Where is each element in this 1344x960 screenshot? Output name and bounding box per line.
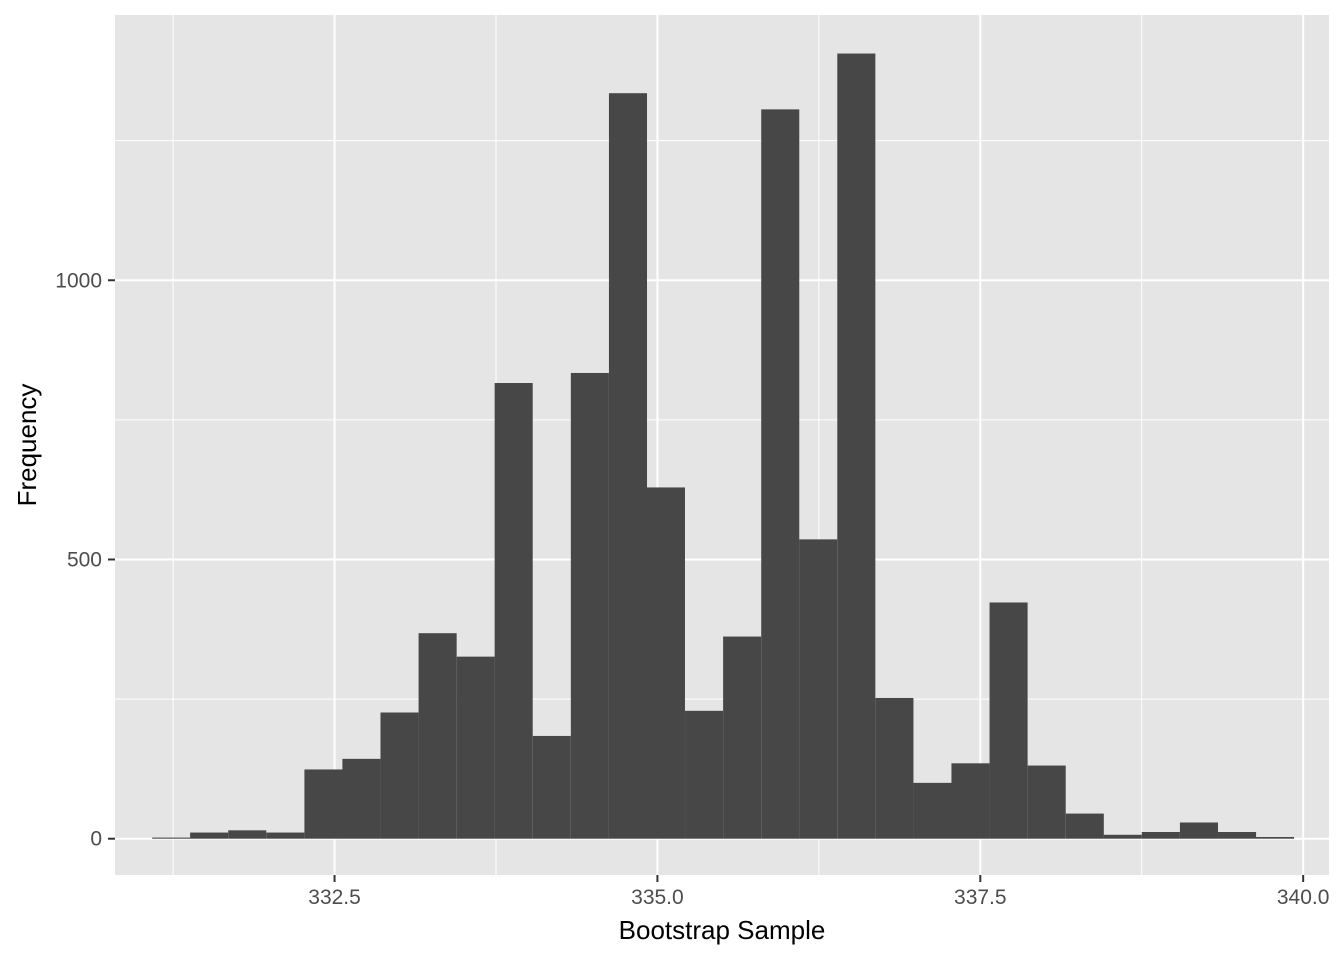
histogram-bar — [837, 53, 876, 839]
histogram-bar — [761, 109, 800, 839]
histogram-bar — [1027, 765, 1066, 839]
histogram-bar — [1065, 813, 1104, 839]
x-axis: 332.5 335.0 337.5 340.0 — [308, 875, 1329, 909]
histogram-bar — [1255, 837, 1295, 839]
histogram-bar — [608, 93, 648, 839]
histogram-bar — [646, 487, 685, 839]
y-axis-title: Frequency — [12, 384, 42, 507]
histogram-bar — [989, 602, 1028, 839]
x-axis-title: Bootstrap Sample — [619, 915, 826, 945]
y-tick-label: 1000 — [55, 269, 102, 292]
y-tick-label: 0 — [90, 828, 102, 851]
histogram-bar — [456, 656, 495, 839]
histogram-bar — [266, 832, 305, 839]
histogram-bar — [799, 539, 838, 839]
histogram-bar — [570, 372, 609, 839]
x-tick-label: 335.0 — [631, 886, 684, 909]
histogram-bar — [190, 832, 229, 839]
histogram-bar — [1179, 822, 1218, 839]
histogram-bar — [1218, 832, 1257, 839]
y-tick-label: 500 — [67, 548, 102, 571]
histogram-bar — [342, 758, 381, 839]
histogram-bar — [532, 735, 571, 839]
histogram-bar — [1103, 834, 1142, 839]
histogram-bar — [228, 830, 267, 839]
histogram-bar — [152, 837, 191, 839]
histogram-bar — [685, 710, 724, 839]
histogram-bar — [380, 712, 419, 839]
histogram-bar — [1141, 832, 1180, 839]
x-tick-label: 332.5 — [308, 886, 361, 909]
histogram-bar — [418, 633, 457, 839]
histogram-bars — [152, 53, 1295, 839]
histogram-bar — [951, 763, 990, 839]
y-axis: 0 500 1000 — [55, 269, 115, 851]
histogram-bar — [723, 636, 762, 839]
histogram-bar — [913, 782, 952, 839]
x-tick-label: 340.0 — [1277, 886, 1330, 909]
histogram-bar — [494, 383, 533, 839]
histogram-bar — [875, 697, 914, 839]
histogram-bar — [304, 769, 343, 839]
x-tick-label: 337.5 — [954, 886, 1007, 909]
